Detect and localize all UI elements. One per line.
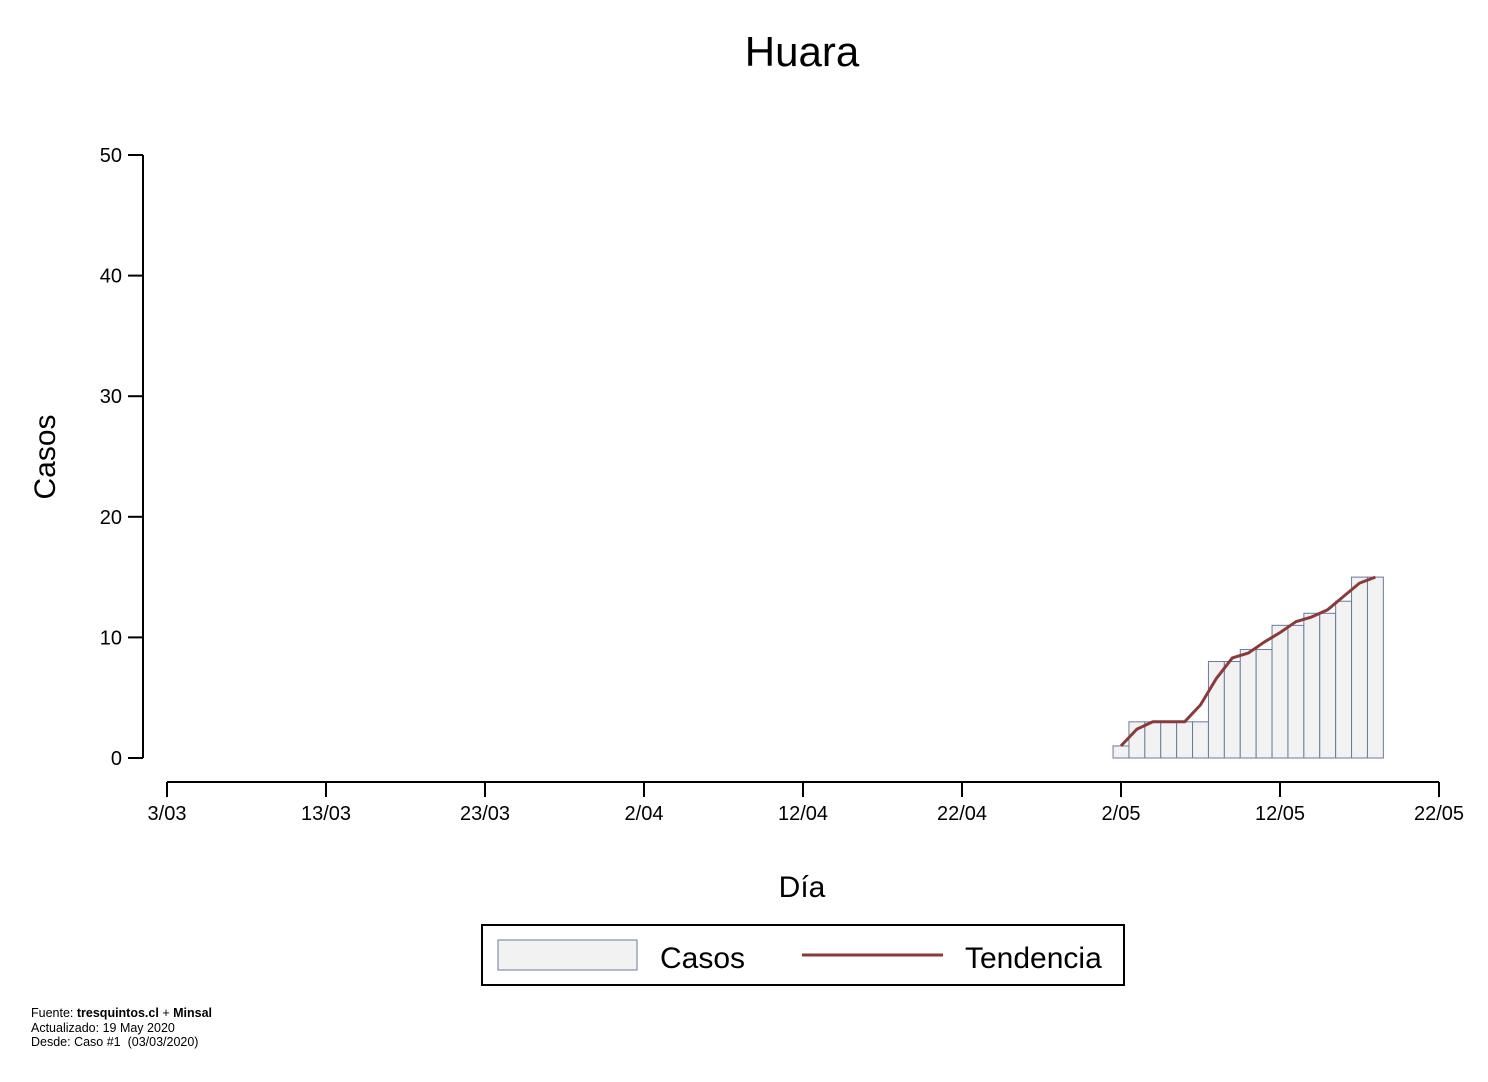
x-tick-label: 2/04 xyxy=(625,803,664,825)
legend: Casos Tendencia xyxy=(481,924,1125,986)
bar-casos xyxy=(1271,624,1289,759)
bar-casos xyxy=(1335,600,1353,759)
y-axis: 0 10 20 30 40 50 xyxy=(100,145,144,770)
footer: Fuente: tresquintos.cl + Minsal Actualiz… xyxy=(31,1006,212,1050)
bars-casos xyxy=(1112,576,1384,759)
bar-casos xyxy=(1112,745,1130,759)
bar-casos xyxy=(1176,721,1194,759)
trend-line-group xyxy=(1119,575,1376,747)
y-tick-label: 20 xyxy=(100,507,122,529)
bar-casos xyxy=(1144,721,1162,759)
x-tick-label: 12/04 xyxy=(778,803,828,825)
x-axis: 3/03 13/03 23/03 2/04 12/04 22/04 2/05 12/05 22/… xyxy=(148,781,1464,825)
legend-label-casos: Casos xyxy=(660,942,745,975)
x-tick-label: 12/05 xyxy=(1255,803,1305,825)
x-tick-label: 2/05 xyxy=(1102,803,1141,825)
legend-swatch-casos xyxy=(497,939,638,971)
footer-source: Fuente: tresquintos.cl + Minsal xyxy=(31,1006,212,1021)
trend-line-tendencia xyxy=(1119,575,1376,747)
bar-casos xyxy=(1287,624,1305,759)
x-tick-label: 22/04 xyxy=(937,803,987,825)
x-tick-label: 22/05 xyxy=(1414,803,1464,825)
y-tick-label: 50 xyxy=(100,145,122,167)
chart-title: Huara xyxy=(745,28,860,75)
bar-casos xyxy=(1192,721,1209,759)
y-tick-label: 0 xyxy=(111,748,122,770)
bar-casos xyxy=(1239,648,1257,759)
footer-source-prefix: Fuente: xyxy=(31,1006,77,1020)
footer-source-site: tresquintos.cl xyxy=(76,1006,159,1020)
footer-source-org: Minsal xyxy=(173,1006,212,1020)
y-axis-label: Casos xyxy=(29,414,62,499)
y-tick-label: 40 xyxy=(100,266,122,288)
footer-source-joiner: + xyxy=(158,1006,174,1020)
footer-updated: Actualizado: 19 May 2020 xyxy=(31,1020,175,1035)
x-tick-label: 23/03 xyxy=(460,803,510,825)
y-tick-label: 30 xyxy=(100,386,122,408)
bar-casos xyxy=(1351,576,1368,759)
x-tick-label: 3/03 xyxy=(148,803,187,825)
legend-label-tendencia: Tendencia xyxy=(965,942,1102,975)
bar-casos xyxy=(1303,612,1321,759)
bar-casos xyxy=(1223,661,1241,759)
bar-casos xyxy=(1319,612,1337,759)
x-tick-label: 13/03 xyxy=(301,803,351,825)
bar-casos xyxy=(1160,721,1178,759)
y-tick-label: 10 xyxy=(100,627,122,649)
footer-since: Desde: Caso #1 (03/03/2020) xyxy=(31,1035,199,1049)
bar-casos xyxy=(1366,576,1384,759)
x-axis-label: Día xyxy=(779,871,826,904)
bar-casos xyxy=(1255,648,1273,759)
